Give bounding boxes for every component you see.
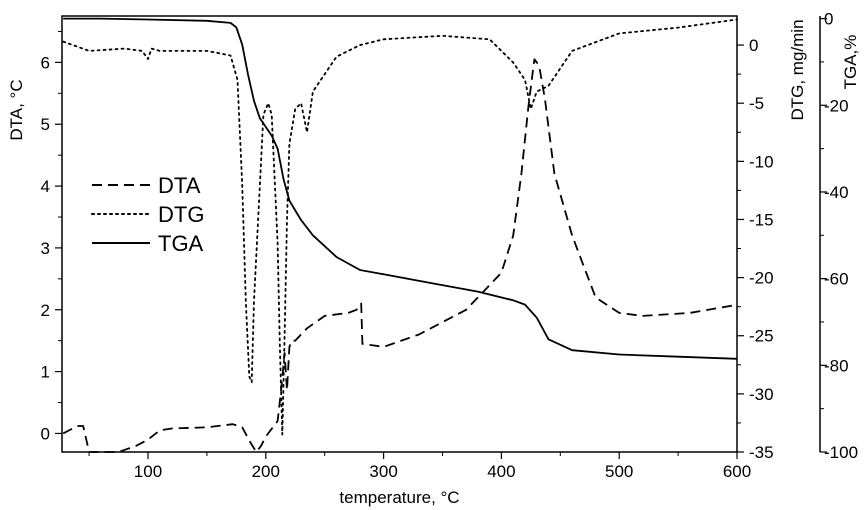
tga-tick-label: -80 [824,356,849,375]
dtg-tick-label: -30 [749,385,774,404]
legend-label-dtg: DTG [158,202,204,227]
dtg-tick-label: -5 [749,94,764,113]
dta-tick-label: 6 [41,53,50,72]
dta-tick-label: 4 [41,177,50,196]
x-tick-label: 200 [252,462,280,481]
tga-tick-label: -40 [824,183,849,202]
dtg-tick-label: -15 [749,210,774,229]
dta-tick-label: 3 [41,239,50,258]
tga-tick-label: -20 [824,96,849,115]
x-tick-label: 500 [605,462,633,481]
legend-label-tga: TGA [158,231,204,256]
legend-label-dta: DTA [158,173,201,198]
x-tick-label: 600 [723,462,751,481]
dtg-tick-label: -35 [749,443,774,462]
tga-tick-label: -60 [824,270,849,289]
x-tick-label: 400 [487,462,515,481]
dta-tick-label: 1 [41,363,50,382]
x-tick-label: 300 [369,462,397,481]
x-axis-title: temperature, °C [339,488,459,507]
dta-tick-label: 5 [41,115,50,134]
series-line-tga [63,17,738,360]
x-tick-label: 100 [134,462,162,481]
plot-frame [61,15,738,453]
series-line-dtg [62,18,738,436]
tga-tick-label: 0 [824,10,833,29]
series-layer [62,17,738,453]
dta-tick-label: 2 [41,301,50,320]
dtg-tick-label: -25 [749,327,774,346]
dtg-axis-title: DTG, mg/min [788,19,807,120]
tga-tick-label: -100 [824,443,858,462]
dtg-tick-label: -10 [749,152,774,171]
dtg-tick-label: 0 [749,36,758,55]
dtg-tick-label: -20 [749,269,774,288]
tga-axis-title: TGA,% [841,35,860,90]
legend: DTA DTG TGA [91,173,204,256]
series-line-dta [62,58,738,453]
dta-tick-label: 0 [41,424,50,443]
dta-axis-title: DTA, °C [7,79,26,140]
